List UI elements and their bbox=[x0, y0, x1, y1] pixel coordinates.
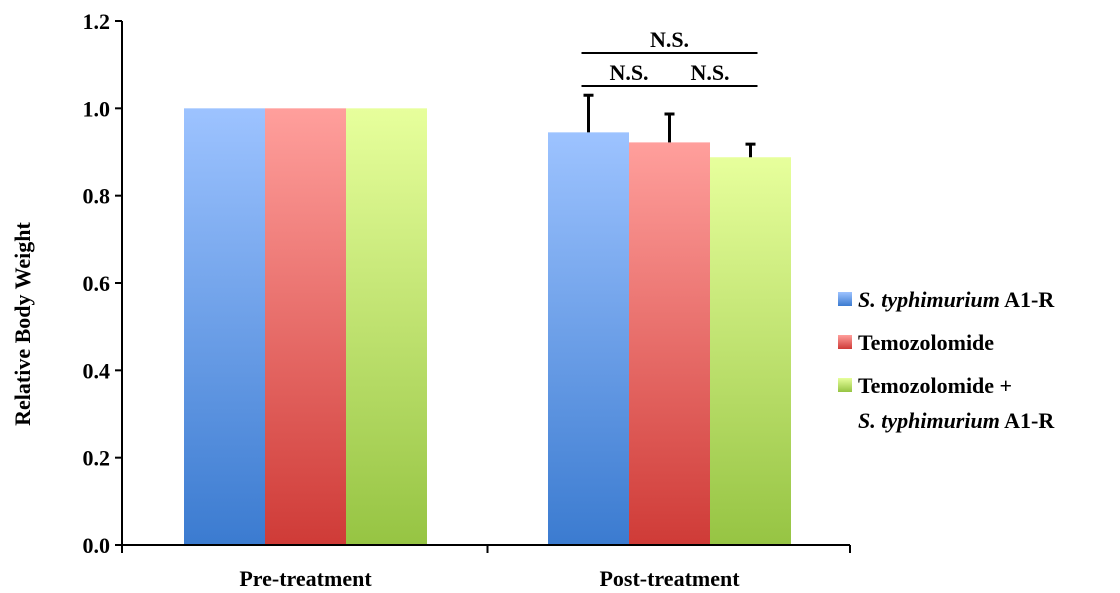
legend-label-text: Temozolomide + bbox=[858, 373, 1012, 398]
y-tick-label: 0.4 bbox=[83, 358, 111, 383]
legend-label: S. typhimurium A1-R bbox=[858, 287, 1055, 312]
bar-1-1 bbox=[629, 142, 710, 546]
bar-0-1 bbox=[265, 108, 346, 545]
y-tick-label: 0.6 bbox=[83, 271, 111, 296]
legend-label: Temozolomide + bbox=[858, 373, 1012, 398]
legend-label-text: A1-R bbox=[1000, 287, 1056, 312]
bar-1-0 bbox=[548, 132, 629, 545]
legend-label-text: A1-R bbox=[1000, 408, 1056, 433]
legend-swatch bbox=[838, 292, 852, 306]
significance-label: N.S. bbox=[650, 27, 689, 52]
legend-swatch bbox=[838, 378, 852, 392]
y-axis-label: Relative Body Weight bbox=[10, 221, 35, 425]
y-tick-label: 0.0 bbox=[83, 533, 111, 558]
bar-1-2 bbox=[710, 157, 791, 546]
legend-swatch bbox=[838, 335, 852, 349]
x-tick-label: Post-treatment bbox=[599, 566, 740, 591]
y-tick-label: 1.2 bbox=[83, 9, 111, 34]
bar-0-2 bbox=[346, 108, 427, 545]
y-tick-label: 1.0 bbox=[83, 96, 111, 121]
y-tick-label: 0.8 bbox=[83, 184, 111, 209]
legend-label: Temozolomide bbox=[858, 330, 994, 355]
legend-label-text: Temozolomide bbox=[858, 330, 994, 355]
y-tick-label: 0.2 bbox=[83, 446, 111, 471]
significance-label: N.S. bbox=[609, 60, 648, 85]
x-tick-label: Pre-treatment bbox=[239, 566, 372, 591]
significance-label: N.S. bbox=[690, 60, 729, 85]
legend-label-italic: S. typhimurium bbox=[858, 408, 1000, 433]
legend-label-line2: S. typhimurium A1-R bbox=[858, 408, 1055, 433]
bar-0-0 bbox=[184, 108, 265, 545]
legend-label-italic: S. typhimurium bbox=[858, 287, 1000, 312]
